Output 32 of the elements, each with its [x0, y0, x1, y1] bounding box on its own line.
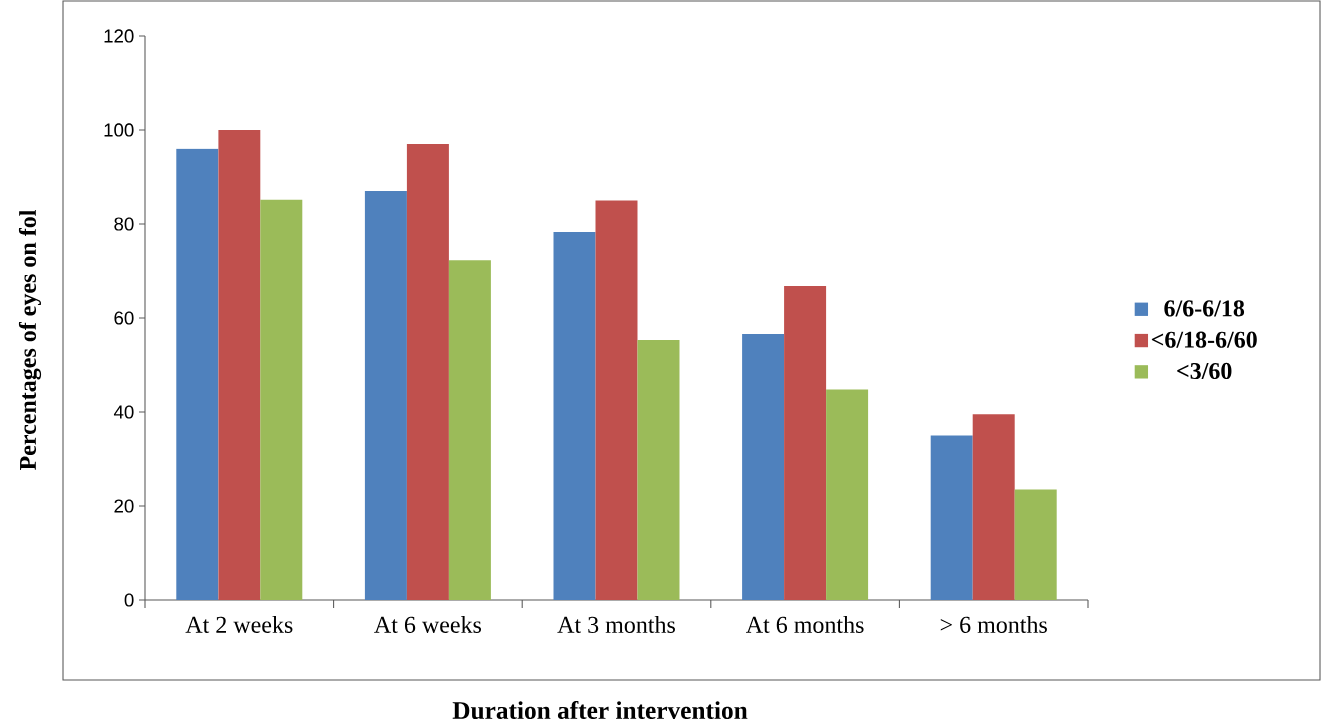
- legend-label: <3/60: [1177, 362, 1232, 380]
- x-axis-title: Duration after intervention: [452, 700, 748, 720]
- legend-label: 6/6-6/18: [1164, 300, 1245, 317]
- bar: [637, 340, 680, 600]
- bar: [406, 144, 449, 600]
- bar: [930, 435, 973, 600]
- y-axis-title: Percentages of eyes on fol: [18, 210, 42, 470]
- y-tick-label: 20: [114, 499, 134, 513]
- bar: [595, 200, 638, 600]
- bar: [553, 231, 596, 600]
- y-tick-label: 60: [114, 311, 134, 325]
- x-tick-label: At 6 weeks: [374, 616, 482, 633]
- bar: [826, 389, 869, 600]
- bar: [218, 130, 261, 600]
- x-tick-label: At 2 weeks: [185, 616, 293, 633]
- bar: [1014, 489, 1057, 600]
- x-tick-label: At 3 months: [557, 616, 675, 633]
- y-tick-label: 0: [124, 593, 134, 607]
- bar: [448, 260, 491, 600]
- bar: [742, 333, 785, 600]
- y-tick-label: 120: [104, 29, 134, 43]
- x-tick-label: > 6 months: [940, 616, 1047, 633]
- bar: [784, 286, 827, 600]
- bar: [364, 191, 407, 600]
- y-tick-label: 40: [113, 405, 134, 419]
- y-tick-label: 80: [114, 217, 134, 231]
- bar: [176, 148, 219, 600]
- y-tick-label: 100: [104, 123, 134, 137]
- bar: [260, 199, 303, 600]
- x-tick-label: At 6 months: [745, 616, 864, 633]
- bar: [972, 414, 1015, 600]
- legend-label: <6/18-6/60: [1151, 331, 1257, 348]
